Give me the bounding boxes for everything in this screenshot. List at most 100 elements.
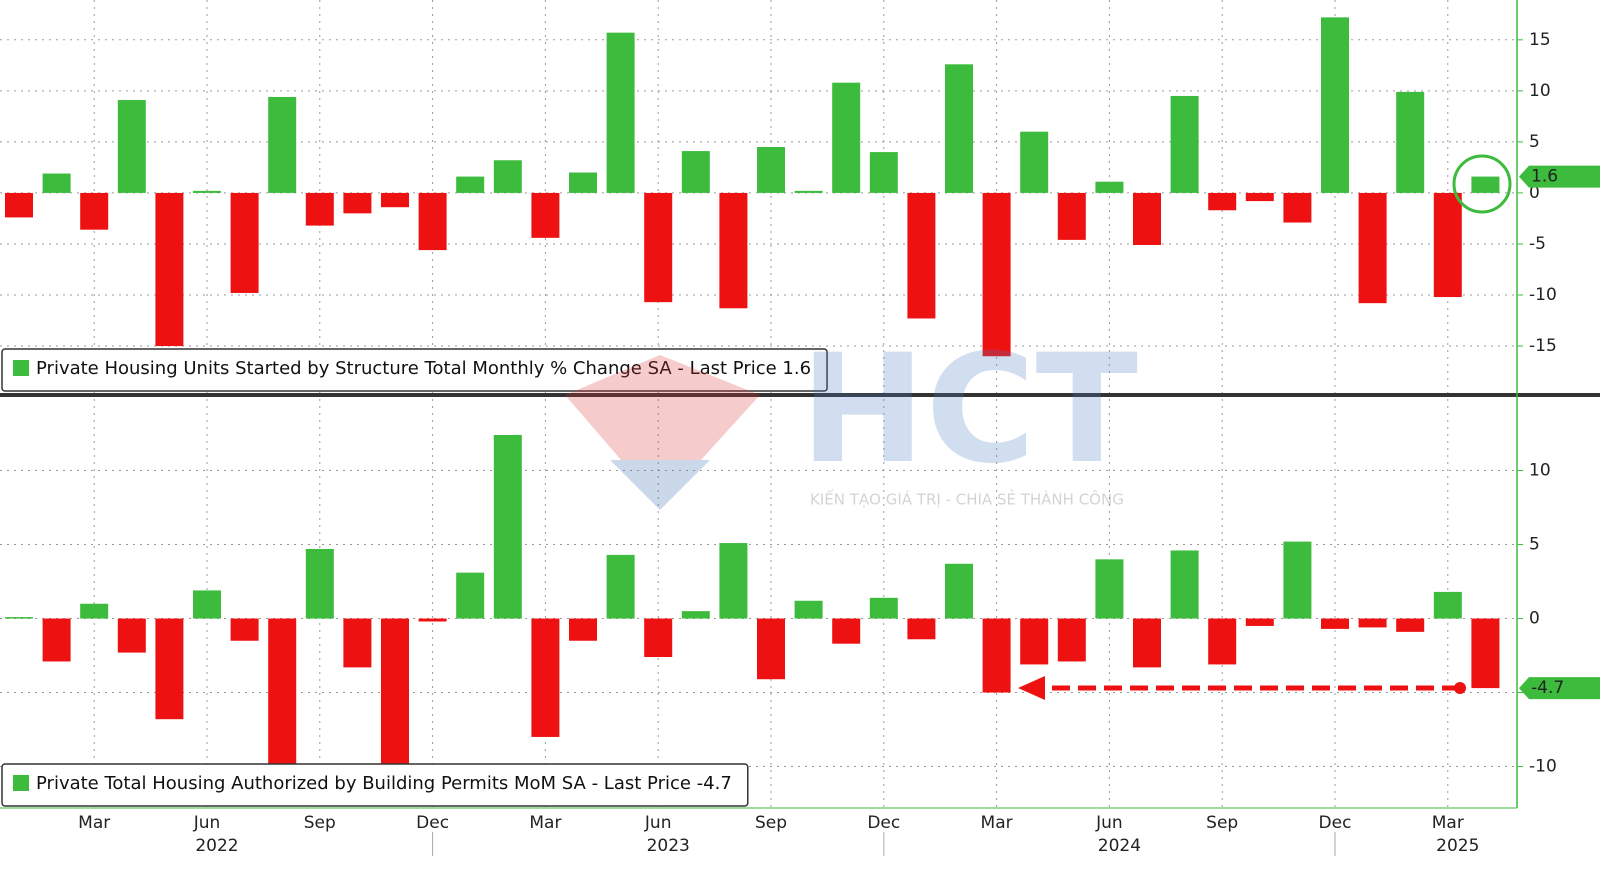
- x-tick-label: Sep: [755, 813, 787, 833]
- bar: [869, 152, 898, 193]
- bar: [982, 618, 1011, 693]
- y-tick-label: -15: [1529, 336, 1557, 356]
- x-tick-label: Mar: [1432, 813, 1464, 833]
- x-tick-label: Mar: [78, 813, 110, 833]
- bar: [907, 192, 936, 319]
- bar: [381, 618, 409, 767]
- bar: [1396, 91, 1425, 193]
- bar: [1358, 618, 1387, 628]
- bar: [1133, 618, 1161, 668]
- bar: [1057, 618, 1086, 662]
- x-year-label: 2022: [195, 836, 238, 856]
- x-tick-label: Jun: [1095, 813, 1123, 833]
- bar: [493, 160, 522, 193]
- x-year-label: 2025: [1436, 836, 1479, 856]
- bar: [456, 176, 485, 193]
- y-tick-label: 0: [1529, 609, 1540, 629]
- bar: [305, 548, 334, 619]
- bar: [1095, 559, 1124, 619]
- bar: [794, 600, 823, 619]
- bar: [1020, 131, 1049, 193]
- y-tick-label: 15: [1529, 30, 1551, 50]
- y-tick-label: -5: [1529, 234, 1546, 254]
- bar: [757, 618, 785, 680]
- bar: [1245, 618, 1274, 626]
- bar: [719, 192, 748, 309]
- x-tick-label: Dec: [867, 813, 900, 833]
- arrow-head: [1018, 676, 1045, 700]
- bar: [531, 192, 560, 238]
- bar: [1170, 550, 1199, 619]
- bar: [1321, 618, 1349, 629]
- bar: [1208, 618, 1237, 665]
- legend-swatch: [13, 775, 29, 791]
- bar: [42, 173, 71, 193]
- bar: [343, 192, 372, 214]
- watermark: HCT KIẾN TẠO GIÁ TRỊ - CHIA SẺ THÀNH CÔN…: [565, 323, 1138, 510]
- watermark-text: HCT: [800, 323, 1138, 497]
- bar: [606, 32, 635, 193]
- bar: [869, 597, 898, 619]
- bar: [945, 563, 973, 619]
- legend-box: [1, 763, 749, 807]
- bar: [305, 192, 334, 226]
- watermark-tagline: KIẾN TẠO GIÁ TRỊ - CHIA SẺ THÀNH CÔNG: [810, 488, 1124, 509]
- y-tick-label: 10: [1529, 461, 1551, 481]
- bar: [1020, 618, 1049, 665]
- last-price-label: -4.7: [1531, 678, 1564, 698]
- bar: [80, 192, 109, 230]
- bar: [531, 618, 560, 737]
- bar: [1208, 192, 1237, 211]
- bar: [456, 572, 485, 619]
- bar: [1245, 192, 1274, 202]
- arrow: [1018, 676, 1466, 700]
- legend-label: Private Total Housing Authorized by Buil…: [36, 773, 732, 794]
- bar: [193, 590, 221, 619]
- bar: [117, 618, 146, 653]
- bar: [1358, 192, 1387, 304]
- bar: [493, 435, 522, 619]
- bar: [606, 554, 635, 619]
- bar: [907, 618, 936, 640]
- bar: [418, 618, 447, 622]
- y-tick-label: -10: [1529, 757, 1557, 777]
- bar: [794, 190, 823, 193]
- watermark-logo: [610, 460, 710, 510]
- bar: [155, 192, 184, 347]
- highlight-circle: [1452, 154, 1512, 214]
- x-tick-label: Dec: [1319, 813, 1352, 833]
- bar: [1170, 95, 1199, 193]
- bar: [719, 543, 748, 619]
- bar: [1057, 192, 1086, 240]
- bar: [1433, 192, 1462, 298]
- legend: Private Total Housing Authorized by Buil…: [1, 763, 749, 807]
- bar: [644, 192, 673, 303]
- y-tick-label: -10: [1529, 285, 1557, 305]
- bar: [155, 618, 184, 720]
- bar: [5, 617, 33, 619]
- plots: [0, 0, 1517, 808]
- bar: [343, 618, 372, 668]
- x-tick-label: Sep: [304, 813, 336, 833]
- bar: [230, 192, 259, 293]
- bar: [1133, 192, 1161, 245]
- y-tick-label: 5: [1529, 535, 1540, 555]
- bar: [381, 192, 409, 208]
- x-tick-label: Jun: [193, 813, 221, 833]
- x-tick-label: Jun: [644, 813, 672, 833]
- bar: [268, 618, 297, 767]
- watermark-logo: [565, 355, 760, 505]
- bar: [681, 611, 710, 619]
- last-price-tag: [1519, 677, 1600, 700]
- bar: [757, 146, 785, 193]
- last-price-label: 1.6: [1531, 167, 1558, 187]
- bar: [644, 618, 673, 658]
- bar: [1283, 192, 1312, 223]
- panel-divider: [0, 393, 1600, 397]
- bar: [1321, 17, 1349, 193]
- bar: [832, 618, 861, 644]
- bar: [1471, 618, 1500, 689]
- legend-swatch: [13, 360, 29, 376]
- x-tick-label: Dec: [416, 813, 449, 833]
